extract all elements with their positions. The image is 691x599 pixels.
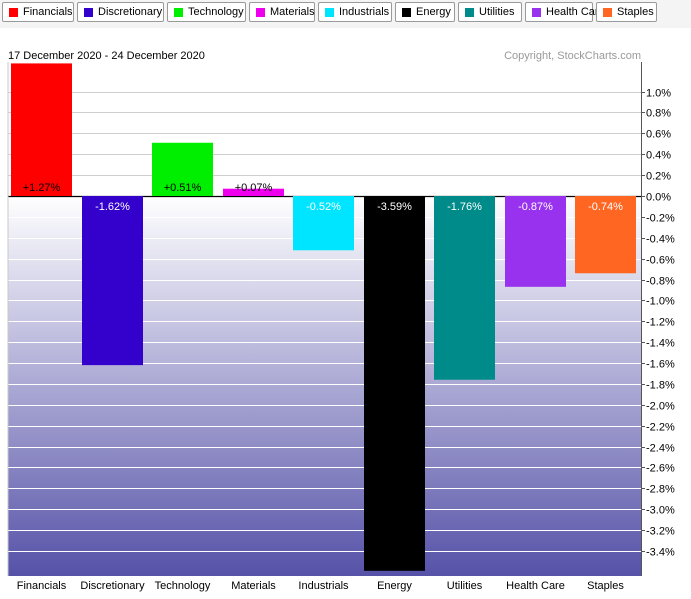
- legend-item-financials[interactable]: Financials: [2, 2, 74, 22]
- y-tick-label: -0.6%: [646, 255, 675, 267]
- bar-staples: [575, 196, 636, 274]
- y-tick-label: 0.0%: [646, 192, 671, 204]
- legend-bar: Financials Discretionary Technology Materia…: [0, 0, 691, 28]
- y-tick-label: -0.2%: [646, 213, 675, 225]
- y-tick-label: -1.4%: [646, 338, 675, 350]
- x-tick-label-health-care: Health Care: [506, 580, 565, 592]
- y-tick-label: -2.2%: [646, 422, 675, 434]
- x-tick-label-materials: Materials: [231, 580, 276, 592]
- y-tick-label: -0.8%: [646, 276, 675, 288]
- x-axis: Financials Discretionary Technology Materia…: [17, 580, 625, 592]
- plot-area-top: [8, 62, 641, 196]
- legend-swatch: [9, 7, 18, 17]
- legend-swatch: [84, 7, 93, 17]
- y-tick-label: -0.4%: [646, 234, 675, 246]
- value-label-energy: -3.59%: [377, 201, 412, 213]
- y-tick-label: -3.2%: [646, 526, 675, 538]
- bar-technology: [152, 142, 213, 196]
- y-tick-label: -2.4%: [646, 443, 675, 455]
- value-label-utilities: -1.76%: [447, 201, 482, 213]
- y-tick-label: -3.0%: [646, 505, 675, 517]
- bar-financials: [11, 63, 72, 196]
- legend-item-technology[interactable]: Technology: [167, 2, 246, 22]
- bars: +1.27% -1.62% +0.51% +0.07% -0.52% -3.59% -1.7…: [11, 63, 636, 571]
- legend-item-staples[interactable]: Staples: [596, 2, 657, 22]
- value-label-materials: +0.07%: [235, 182, 273, 194]
- y-tick-label: -1.2%: [646, 317, 675, 329]
- y-tick-label: -1.8%: [646, 380, 675, 392]
- x-tick-label-utilities: Utilities: [447, 580, 483, 592]
- bar-utilities: [434, 196, 495, 380]
- x-tick-label-financials: Financials: [17, 580, 67, 592]
- legend-swatch: [465, 7, 474, 17]
- legend-label: Financials: [23, 6, 73, 18]
- x-tick-label-staples: Staples: [587, 580, 624, 592]
- legend-swatch: [325, 7, 334, 17]
- legend-item-utilities[interactable]: Utilities: [458, 2, 522, 22]
- y-tick-label: 0.2%: [646, 171, 671, 183]
- legend-label: Industrials: [339, 6, 390, 18]
- value-label-discretionary: -1.62%: [95, 201, 130, 213]
- value-label-industrials: -0.52%: [306, 201, 341, 213]
- y-tick-label: -2.6%: [646, 463, 675, 475]
- y-tick-label: -2.8%: [646, 484, 675, 496]
- bar-health-care: [505, 196, 566, 287]
- legend-item-health-care[interactable]: Health Care: [525, 2, 605, 22]
- legend-item-energy[interactable]: Energy: [395, 2, 455, 22]
- y-tick-label: -1.0%: [646, 296, 675, 308]
- y-tick-label: 0.6%: [646, 129, 671, 141]
- y-tick-label: 0.4%: [646, 150, 671, 162]
- bar-industrials: [293, 196, 354, 251]
- legend-item-materials[interactable]: Materials: [249, 2, 315, 22]
- value-label-health-care: -0.87%: [518, 201, 553, 213]
- legend-swatch: [174, 7, 183, 17]
- legend-swatch: [256, 7, 265, 17]
- legend-label: Materials: [270, 6, 315, 18]
- legend-label: Discretionary: [98, 6, 163, 18]
- bar-energy: [364, 196, 425, 571]
- y-tick-label: -3.4%: [646, 547, 675, 559]
- legend-label: Energy: [416, 6, 451, 18]
- y-tick-label: 1.0%: [646, 88, 671, 100]
- legend-item-discretionary[interactable]: Discretionary: [77, 2, 164, 22]
- legend-label: Staples: [617, 6, 654, 18]
- x-tick-label-discretionary: Discretionary: [80, 580, 145, 592]
- y-axis: 1.0% 0.8% 0.6% 0.4% 0.2% 0.0% -0.2% -0.4% -0.6% -…: [641, 88, 675, 559]
- bar-discretionary: [82, 196, 143, 366]
- legend-swatch: [532, 7, 541, 17]
- y-tick-label: -1.6%: [646, 359, 675, 371]
- x-tick-label-energy: Energy: [377, 580, 412, 592]
- bar-materials: [223, 188, 284, 196]
- legend-swatch: [402, 7, 411, 17]
- value-label-financials: +1.27%: [23, 182, 61, 194]
- copyright-label: Copyright, StockCharts.com: [504, 50, 641, 62]
- x-tick-label-technology: Technology: [155, 580, 211, 592]
- value-label-staples: -0.74%: [588, 201, 623, 213]
- value-label-technology: +0.51%: [164, 182, 202, 194]
- date-range-label: 17 December 2020 - 24 December 2020: [8, 50, 205, 62]
- y-tick-label: 0.8%: [646, 108, 671, 120]
- x-tick-label-industrials: Industrials: [298, 580, 349, 592]
- legend-item-industrials[interactable]: Industrials: [318, 2, 392, 22]
- y-tick-label: -2.0%: [646, 401, 675, 413]
- legend-label: Technology: [188, 6, 244, 18]
- legend-swatch: [603, 7, 612, 17]
- legend-label: Utilities: [479, 6, 515, 18]
- legend-label: Health Care: [546, 6, 605, 18]
